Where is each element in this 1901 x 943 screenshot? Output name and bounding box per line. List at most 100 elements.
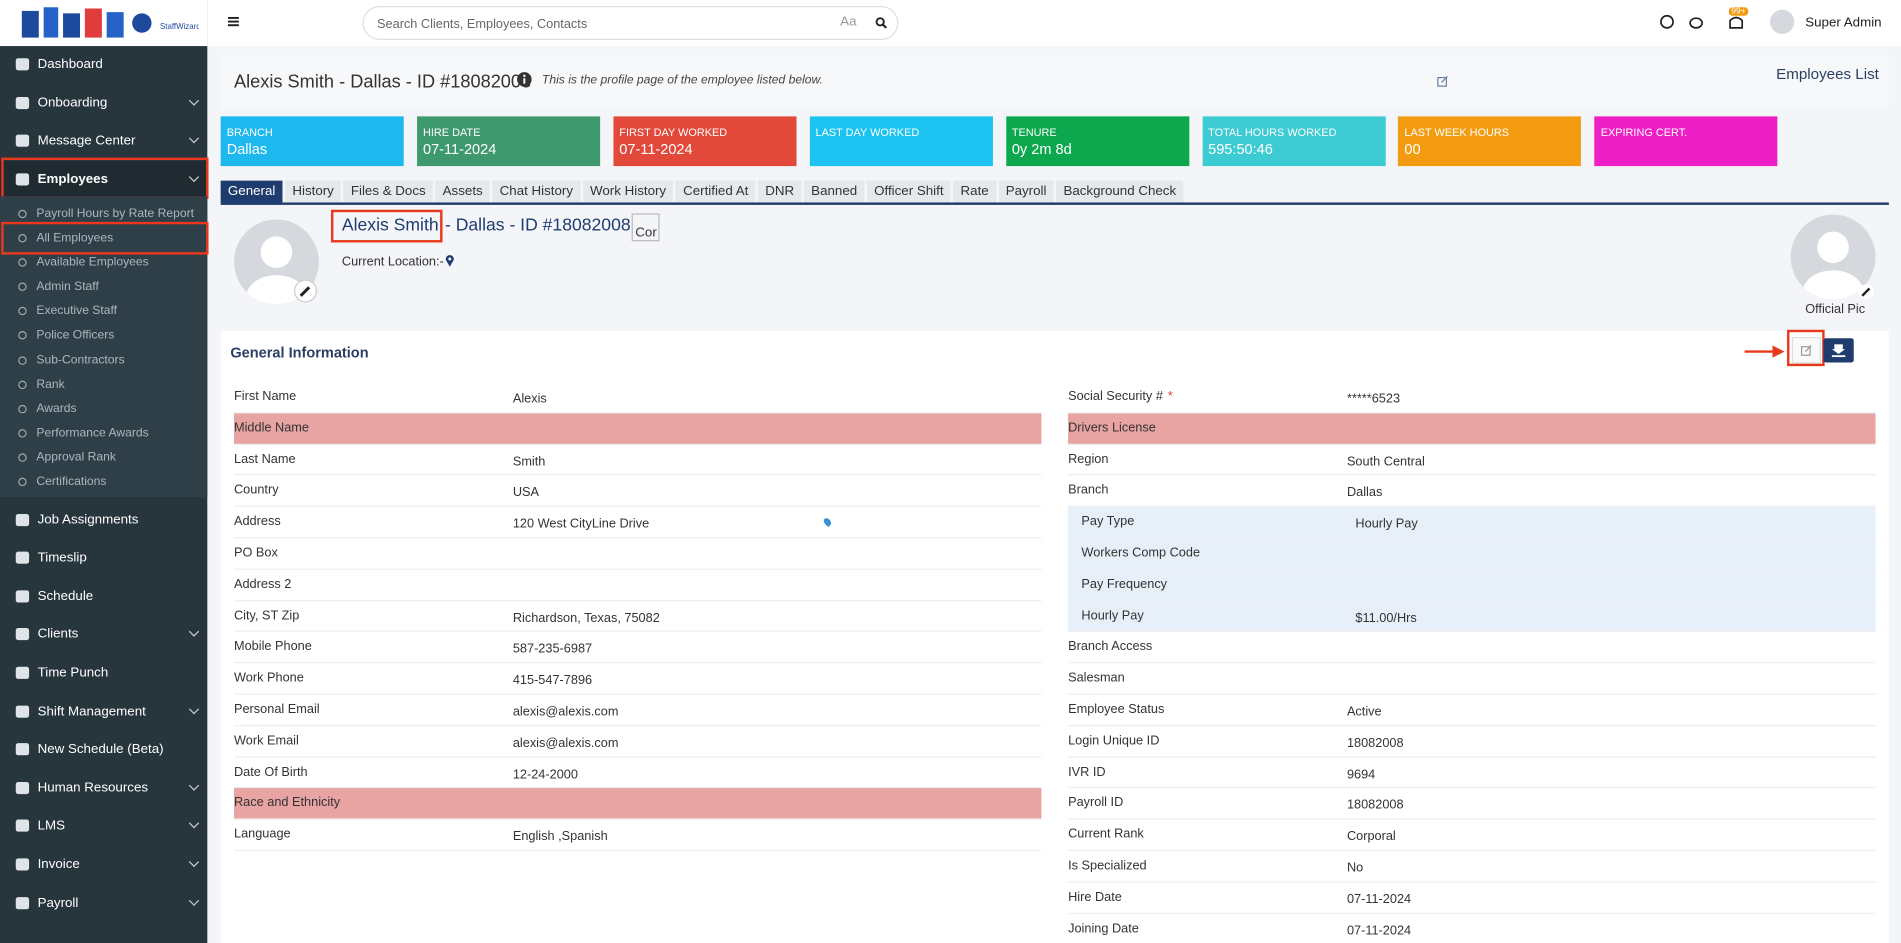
nav-item[interactable]: Employees [0, 160, 208, 198]
download-button[interactable] [1823, 338, 1854, 363]
info-row: Address 2 [233, 570, 1042, 601]
card-label: FIRST DAY WORKED [619, 126, 728, 139]
employees-list-link[interactable]: Employees List [1776, 65, 1879, 83]
tab[interactable]: General [220, 180, 283, 203]
official-avatar-art [1802, 231, 1864, 300]
match-case[interactable]: Aa [840, 14, 857, 30]
info-row: Work Phone 415-547-7896 [233, 663, 1042, 695]
nav-label: Job Assignments [37, 512, 139, 527]
user-name[interactable]: Super Admin [1805, 15, 1882, 31]
submenu-item[interactable]: Certifications [0, 470, 207, 494]
tab[interactable]: Assets [435, 180, 490, 203]
nav-item[interactable]: Onboarding [0, 84, 207, 120]
field-label-text: Date Of Birth [233, 764, 308, 780]
tab[interactable]: Certified At [675, 180, 756, 203]
menu-toggle[interactable] [227, 16, 240, 28]
nav-item[interactable]: Payroll [0, 885, 207, 921]
submenu-label: Certifications [36, 475, 107, 489]
tab[interactable]: Payroll [998, 180, 1054, 203]
tab[interactable]: Banned [803, 180, 865, 203]
photo-edit[interactable] [293, 279, 318, 303]
nav-item[interactable]: Job Assignments [0, 501, 207, 537]
section-title: General Information [230, 344, 369, 362]
info-row: Address 120 West CityLine Drive [233, 507, 1042, 539]
tab[interactable]: Rate [953, 180, 996, 203]
field-label-text: Joining Date [1068, 920, 1139, 936]
submenu-item[interactable]: Awards [0, 397, 207, 421]
submenu-item[interactable]: Available Employees [0, 250, 207, 274]
nav-item[interactable]: New Schedule (Beta) [0, 731, 207, 767]
nav-item[interactable]: Time Punch [0, 655, 207, 691]
field-label: City, ST Zip [234, 608, 299, 623]
field-label-text: PO Box [233, 545, 278, 561]
submenu-item[interactable]: Performance Awards [0, 421, 207, 445]
nav-item[interactable]: LMS [0, 808, 207, 844]
nav-icon [15, 896, 30, 909]
nav-item[interactable]: Invoice [0, 846, 207, 882]
search-placeholder: Search Clients, Employees, Contacts [377, 16, 588, 32]
submenu-item[interactable]: Police Officers [0, 324, 207, 348]
nav-icon [15, 590, 30, 603]
tab[interactable]: Work History [582, 180, 674, 203]
nav-icon [15, 705, 30, 718]
field-value: 18082008 [1346, 735, 1404, 751]
top-icons[interactable] [1660, 14, 1757, 34]
submenu-item[interactable]: All Employees [0, 226, 207, 250]
card-value: 07-11-2024 [619, 140, 693, 158]
tab[interactable]: History [285, 180, 342, 203]
field-label-text: Country [233, 482, 279, 498]
nav-item[interactable]: Timeslip [0, 540, 207, 576]
submenu-item[interactable]: Approval Rank [0, 445, 207, 469]
official-edit[interactable] [1859, 284, 1875, 300]
info-row: PO Box [233, 538, 1042, 570]
highlight-box [1, 221, 209, 254]
bullet [18, 428, 27, 438]
field-label: Payroll ID [1068, 796, 1123, 811]
nav-item[interactable]: Schedule [0, 578, 207, 614]
location-pin[interactable] [445, 255, 455, 267]
info-row: Is Specialized No [1068, 851, 1876, 883]
tab[interactable]: Officer Shift [866, 180, 951, 203]
nav-item[interactable]: Human Resources [0, 770, 207, 806]
field-value: 587-235-6987 [512, 641, 593, 657]
submenu-item[interactable]: Executive Staff [0, 299, 207, 323]
field-label-text: Address 2 [233, 576, 292, 592]
info-row: Mobile Phone 587-235-6987 [233, 632, 1042, 664]
submenu-item[interactable]: Admin Staff [0, 275, 207, 299]
stat-card: LAST DAY WORKED [809, 116, 993, 167]
submenu-item[interactable]: Payroll Hours by Rate Report [0, 202, 207, 226]
field-label-text: Pay Type [1081, 514, 1135, 529]
search-box[interactable]: Search Clients, Employees, Contacts Aa [362, 6, 899, 41]
nav-item[interactable]: Dashboard [0, 46, 207, 82]
tab[interactable]: Chat History [492, 180, 581, 203]
nav-label: Onboarding [37, 95, 108, 110]
submenu-item[interactable]: Rank [0, 372, 207, 396]
chevron [188, 94, 200, 106]
field-label-text: Middle Name [233, 420, 309, 435]
nav-item[interactable]: Clients [0, 616, 207, 652]
submenu-item[interactable]: Sub-Contractors [0, 348, 207, 372]
field-label-text: Pay Frequency [1081, 576, 1168, 592]
nav-item[interactable]: Message Center [0, 123, 207, 159]
field-label: Pay Type [1081, 514, 1134, 529]
info-row: Branch Access [1068, 632, 1876, 664]
tab[interactable]: Files & Docs [343, 180, 433, 203]
field-label-text: Branch Access [1068, 639, 1153, 654]
nav-icon [15, 551, 30, 564]
info-row: Region South Central [1068, 444, 1876, 476]
header-edit[interactable] [1437, 75, 1449, 87]
logo[interactable]: StaffWizard Software [0, 0, 208, 47]
nav-item[interactable]: Shift Management [0, 693, 207, 729]
field-label-text: Last Name [233, 451, 296, 467]
info-row: Hourly Pay $11.00/Hrs [1068, 600, 1876, 633]
search-icon[interactable] [875, 17, 888, 29]
field-value: 9694 [1346, 766, 1376, 782]
tab[interactable]: DNR [758, 180, 802, 203]
tab[interactable]: Background Check [1056, 180, 1184, 203]
field-value: alexis@alexis.com [512, 704, 619, 719]
map-pin[interactable] [822, 517, 833, 528]
user-avatar[interactable] [1770, 9, 1795, 34]
submenu-label: Payroll Hours by Rate Report [36, 207, 195, 221]
edit-button[interactable] [1791, 337, 1821, 364]
